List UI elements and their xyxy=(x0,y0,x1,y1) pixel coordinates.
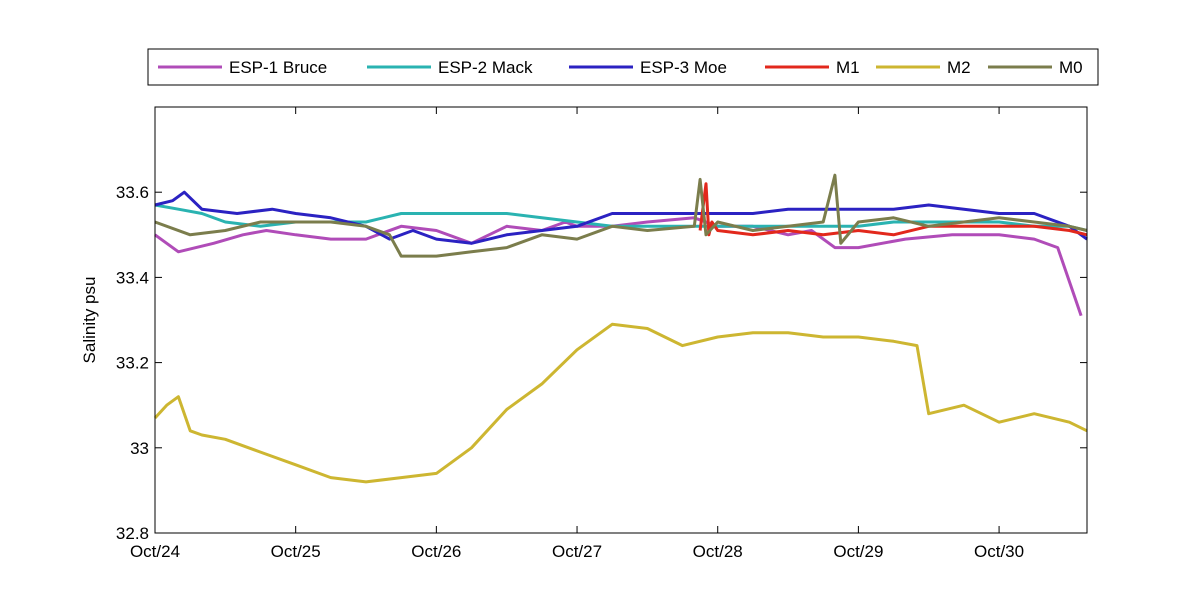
axes-layer: 32.8 33 33.2 33.4 33.6 Oct/24 Oct/25 Oct/26 Oct/… xyxy=(116,107,1087,561)
legend-label-2: ESP-2 Mack xyxy=(438,58,533,77)
series-line-3 xyxy=(154,190,1088,245)
x-tick-label: Oct/29 xyxy=(833,542,883,561)
y-tick-label: 33.4 xyxy=(116,268,149,287)
y-tick-label: 33.6 xyxy=(116,183,149,202)
series-line-5 xyxy=(153,322,1088,484)
series-layer xyxy=(153,173,1088,484)
y-tick-label: 32.8 xyxy=(116,524,149,543)
legend: ESP-1 Bruce ESP-2 Mack ESP-3 Moe M1 M2 M0 xyxy=(147,48,1099,86)
plot-frame xyxy=(154,106,1088,534)
legend-label-5: M2 xyxy=(947,58,971,77)
y-tick-label: 33 xyxy=(130,439,149,458)
x-tick-label: Oct/24 xyxy=(130,542,180,561)
y-axis-label: Salinity psu xyxy=(80,277,99,364)
x-tick-label: Oct/30 xyxy=(974,542,1024,561)
x-tick-label: Oct/25 xyxy=(271,542,321,561)
legend-items: ESP-1 Bruce ESP-2 Mack ESP-3 Moe M1 M2 M0 xyxy=(158,58,1083,77)
x-tick-label: Oct/26 xyxy=(411,542,461,561)
series-line-1 xyxy=(154,216,1083,317)
legend-label-4: M1 xyxy=(836,58,860,77)
x-tick-label: Oct/28 xyxy=(693,542,743,561)
legend-label-3: ESP-3 Moe xyxy=(640,58,727,77)
series-line-6 xyxy=(154,173,1088,258)
y-tick-label: 33.2 xyxy=(116,354,149,373)
x-tick-label: Oct/27 xyxy=(552,542,602,561)
legend-label-1: ESP-1 Bruce xyxy=(229,58,327,77)
legend-label-6: M0 xyxy=(1059,58,1083,77)
